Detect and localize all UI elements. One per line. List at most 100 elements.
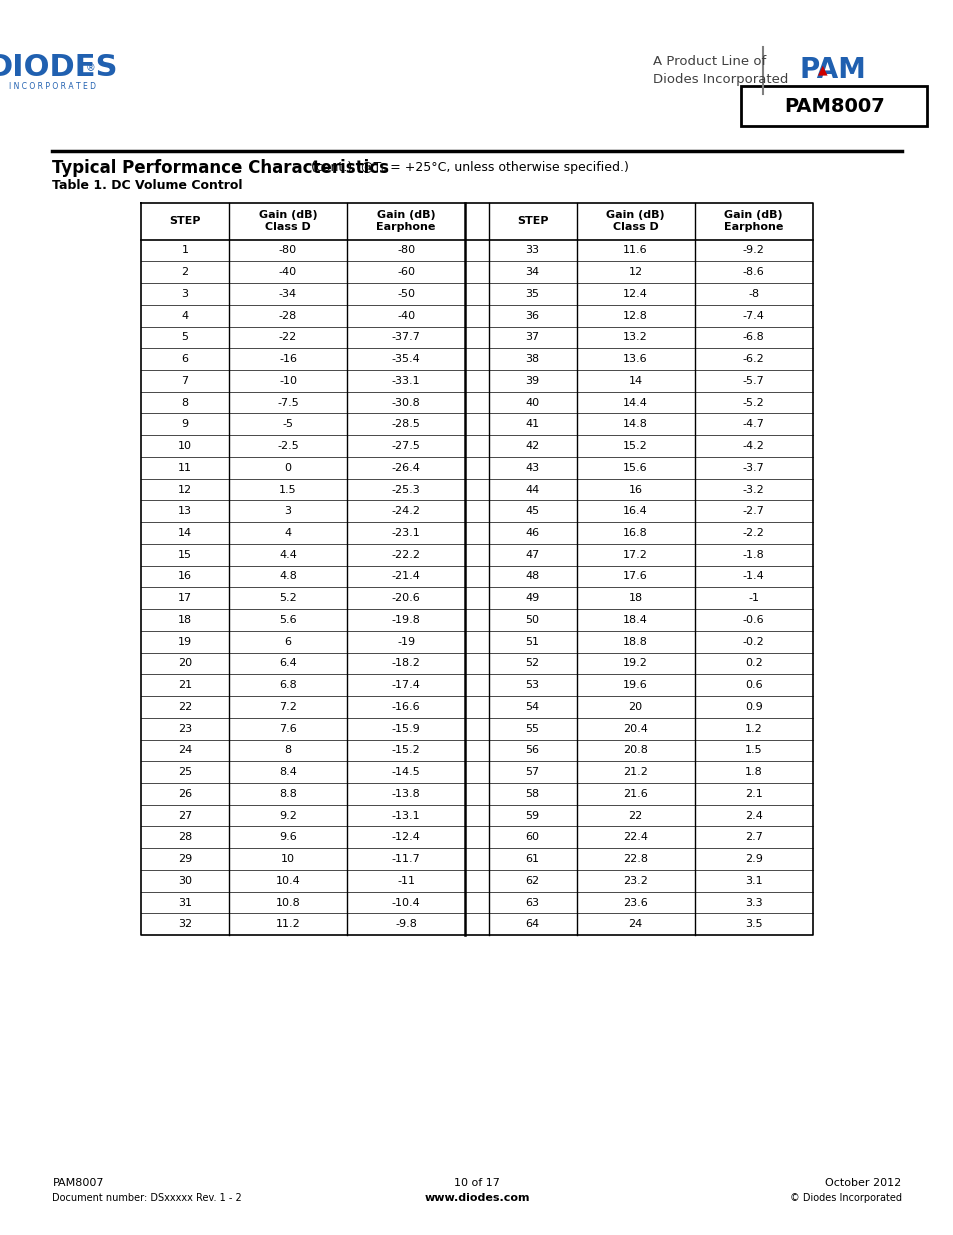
Text: 7: 7 [181, 375, 189, 385]
Text: -19: -19 [396, 637, 415, 647]
Text: -80: -80 [396, 246, 415, 256]
Text: 1.8: 1.8 [744, 767, 761, 777]
Text: 7.2: 7.2 [279, 701, 296, 711]
Text: -25.3: -25.3 [392, 484, 420, 494]
Text: -30.8: -30.8 [392, 398, 420, 408]
Text: 10: 10 [281, 855, 294, 864]
Text: 59: 59 [525, 810, 539, 820]
Text: -27.5: -27.5 [392, 441, 420, 451]
Text: -2.7: -2.7 [742, 506, 764, 516]
Text: 47: 47 [525, 550, 539, 559]
Text: 2.7: 2.7 [744, 832, 761, 842]
Text: 4: 4 [181, 311, 189, 321]
Text: Gain (dB)
Earphone: Gain (dB) Earphone [376, 210, 436, 232]
Text: 46: 46 [525, 529, 539, 538]
Text: 16: 16 [178, 572, 192, 582]
Text: 60: 60 [525, 832, 539, 842]
Text: 41: 41 [525, 420, 539, 430]
Text: -1.8: -1.8 [742, 550, 763, 559]
Text: 0.2: 0.2 [744, 658, 761, 668]
Text: -11: -11 [396, 876, 415, 885]
Text: 22: 22 [178, 701, 192, 711]
Text: 4.8: 4.8 [279, 572, 296, 582]
Text: 63: 63 [525, 898, 539, 908]
Text: 6: 6 [284, 637, 292, 647]
Text: 28: 28 [178, 832, 192, 842]
Text: 11.2: 11.2 [275, 919, 300, 929]
Text: 8.8: 8.8 [279, 789, 296, 799]
Text: 3.1: 3.1 [744, 876, 761, 885]
Text: -5.2: -5.2 [742, 398, 763, 408]
Text: -10: -10 [278, 375, 296, 385]
Text: -7.5: -7.5 [276, 398, 298, 408]
Text: 64: 64 [525, 919, 539, 929]
Text: 12: 12 [628, 267, 642, 277]
Text: 1: 1 [181, 246, 189, 256]
Text: 6: 6 [181, 354, 189, 364]
Text: 26: 26 [178, 789, 192, 799]
Text: -80: -80 [278, 246, 296, 256]
Text: 14.8: 14.8 [622, 420, 647, 430]
Text: -0.6: -0.6 [742, 615, 763, 625]
Text: 0.6: 0.6 [744, 680, 761, 690]
Text: 19: 19 [178, 637, 192, 647]
Text: 9: 9 [181, 420, 189, 430]
Text: 54: 54 [525, 701, 539, 711]
Text: 53: 53 [525, 680, 539, 690]
Text: -7.4: -7.4 [742, 311, 764, 321]
Text: -14.5: -14.5 [392, 767, 420, 777]
Text: 50: 50 [525, 615, 539, 625]
Text: 31: 31 [178, 898, 192, 908]
Text: 2.1: 2.1 [744, 789, 761, 799]
Text: -19.8: -19.8 [392, 615, 420, 625]
Text: -8.6: -8.6 [742, 267, 763, 277]
Text: 25: 25 [178, 767, 192, 777]
Text: 8.4: 8.4 [279, 767, 296, 777]
Text: -26.4: -26.4 [392, 463, 420, 473]
Text: -20.6: -20.6 [392, 593, 420, 603]
Text: -1.4: -1.4 [742, 572, 763, 582]
Text: -37.7: -37.7 [392, 332, 420, 342]
Text: -28.5: -28.5 [392, 420, 420, 430]
Text: -13.8: -13.8 [392, 789, 420, 799]
Text: 56: 56 [525, 746, 539, 756]
Text: 14: 14 [178, 529, 192, 538]
Text: 15: 15 [178, 550, 192, 559]
Text: -40: -40 [278, 267, 296, 277]
Text: Table 1. DC Volume Control: Table 1. DC Volume Control [52, 179, 243, 191]
Text: -3.7: -3.7 [742, 463, 763, 473]
Text: 13.2: 13.2 [622, 332, 647, 342]
Text: -1: -1 [747, 593, 759, 603]
Text: -9.2: -9.2 [742, 246, 764, 256]
Text: 16: 16 [628, 484, 642, 494]
Text: Gain (dB)
Earphone: Gain (dB) Earphone [723, 210, 782, 232]
Text: A Product Line of: A Product Line of [653, 56, 766, 68]
Text: 48: 48 [525, 572, 539, 582]
Text: © Diodes Incorporated: © Diodes Incorporated [789, 1193, 901, 1203]
Text: Diodes Incorporated: Diodes Incorporated [653, 73, 788, 85]
Text: 11: 11 [178, 463, 192, 473]
Text: 13.6: 13.6 [622, 354, 647, 364]
Text: -40: -40 [396, 311, 415, 321]
Text: I N C O R P O R A T E D: I N C O R P O R A T E D [9, 82, 96, 91]
Text: 19.2: 19.2 [622, 658, 647, 668]
Text: 12: 12 [178, 484, 192, 494]
Text: 18: 18 [178, 615, 192, 625]
Text: 35: 35 [525, 289, 539, 299]
Text: 14.4: 14.4 [622, 398, 647, 408]
Text: 33: 33 [525, 246, 539, 256]
Text: 10 of 17: 10 of 17 [454, 1178, 499, 1188]
Text: 49: 49 [525, 593, 539, 603]
Text: Document number: DSxxxxx Rev. 1 - 2: Document number: DSxxxxx Rev. 1 - 2 [52, 1193, 242, 1203]
Text: -21.4: -21.4 [392, 572, 420, 582]
Text: -5: -5 [282, 420, 294, 430]
Text: -0.2: -0.2 [742, 637, 763, 647]
Text: 19.6: 19.6 [622, 680, 647, 690]
Text: -2.2: -2.2 [742, 529, 764, 538]
Text: 3.3: 3.3 [744, 898, 761, 908]
Text: 2: 2 [181, 267, 189, 277]
Text: -12.4: -12.4 [392, 832, 420, 842]
Text: 29: 29 [178, 855, 192, 864]
Text: 17: 17 [178, 593, 192, 603]
Text: 23.2: 23.2 [622, 876, 647, 885]
